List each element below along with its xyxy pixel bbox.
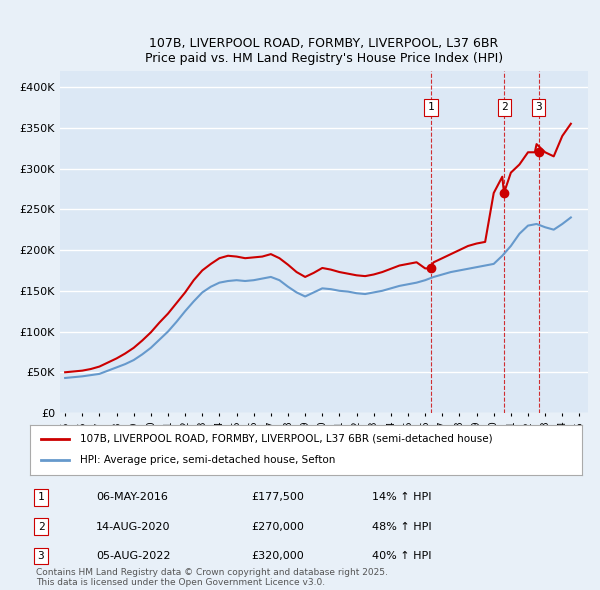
Text: 3: 3 <box>535 103 542 113</box>
Text: Contains HM Land Registry data © Crown copyright and database right 2025.
This d: Contains HM Land Registry data © Crown c… <box>36 568 388 587</box>
Text: 48% ↑ HPI: 48% ↑ HPI <box>372 522 432 532</box>
Text: 1: 1 <box>38 492 44 502</box>
Text: £320,000: £320,000 <box>251 551 304 561</box>
Text: 1: 1 <box>428 103 434 113</box>
Text: 06-MAY-2016: 06-MAY-2016 <box>96 492 168 502</box>
Text: 2: 2 <box>38 522 44 532</box>
Text: 3: 3 <box>38 551 44 561</box>
Text: £177,500: £177,500 <box>251 492 304 502</box>
Text: 05-AUG-2022: 05-AUG-2022 <box>96 551 171 561</box>
Text: 14% ↑ HPI: 14% ↑ HPI <box>372 492 432 502</box>
Text: 14-AUG-2020: 14-AUG-2020 <box>96 522 171 532</box>
Title: 107B, LIVERPOOL ROAD, FORMBY, LIVERPOOL, L37 6BR
Price paid vs. HM Land Registry: 107B, LIVERPOOL ROAD, FORMBY, LIVERPOOL,… <box>145 38 503 65</box>
Text: 40% ↑ HPI: 40% ↑ HPI <box>372 551 432 561</box>
Text: 2: 2 <box>501 103 508 113</box>
Text: 107B, LIVERPOOL ROAD, FORMBY, LIVERPOOL, L37 6BR (semi-detached house): 107B, LIVERPOOL ROAD, FORMBY, LIVERPOOL,… <box>80 434 493 444</box>
Text: HPI: Average price, semi-detached house, Sefton: HPI: Average price, semi-detached house,… <box>80 455 335 465</box>
Text: £270,000: £270,000 <box>251 522 304 532</box>
